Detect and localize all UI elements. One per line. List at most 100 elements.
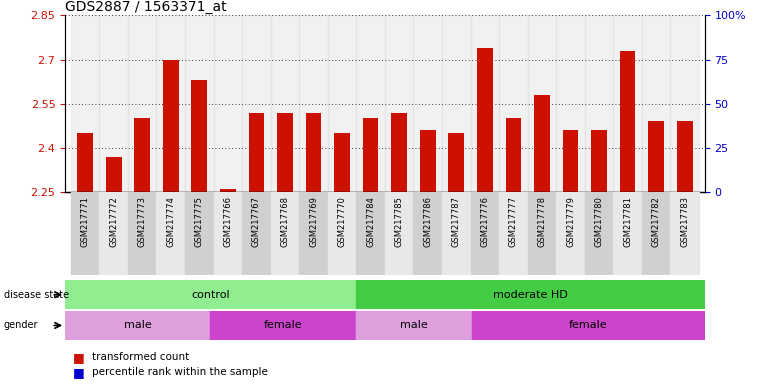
Bar <box>563 130 578 192</box>
Bar <box>506 118 521 192</box>
Text: GSM217772: GSM217772 <box>109 196 118 247</box>
Text: GSM217780: GSM217780 <box>594 196 604 247</box>
Text: ■: ■ <box>73 366 89 379</box>
Text: GSM217769: GSM217769 <box>309 196 318 247</box>
Bar <box>65 280 356 309</box>
Bar <box>620 51 636 192</box>
Bar <box>391 113 407 192</box>
Text: GSM217773: GSM217773 <box>138 196 147 247</box>
Bar <box>220 189 236 192</box>
Bar <box>472 311 705 340</box>
Bar <box>70 15 100 192</box>
Bar <box>70 192 100 275</box>
Text: GSM217767: GSM217767 <box>252 196 261 247</box>
Bar <box>528 15 556 192</box>
Bar <box>163 60 178 192</box>
Text: GSM217783: GSM217783 <box>680 196 689 247</box>
Text: GSM217782: GSM217782 <box>652 196 661 247</box>
Bar <box>584 15 614 192</box>
Bar <box>614 192 642 275</box>
Text: GSM217785: GSM217785 <box>394 196 404 247</box>
Text: GSM217774: GSM217774 <box>166 196 175 247</box>
Text: disease state: disease state <box>4 290 69 300</box>
Text: GSM217784: GSM217784 <box>366 196 375 247</box>
Text: GSM217777: GSM217777 <box>509 196 518 247</box>
Bar <box>300 192 328 275</box>
Bar <box>642 15 670 192</box>
Text: percentile rank within the sample: percentile rank within the sample <box>92 367 268 377</box>
Bar <box>334 133 350 192</box>
Bar <box>65 311 211 340</box>
Bar <box>156 15 185 192</box>
Bar <box>420 130 436 192</box>
Text: control: control <box>192 290 230 300</box>
Text: GSM217776: GSM217776 <box>480 196 489 247</box>
Bar <box>100 192 128 275</box>
Bar <box>591 130 607 192</box>
Bar <box>414 192 442 275</box>
Bar <box>134 118 150 192</box>
Bar <box>211 311 356 340</box>
Bar <box>677 121 692 192</box>
Bar <box>556 192 584 275</box>
Bar <box>214 192 242 275</box>
Bar <box>242 192 270 275</box>
Text: moderate HD: moderate HD <box>493 290 568 300</box>
Bar <box>448 133 464 192</box>
Bar <box>642 192 670 275</box>
Bar <box>185 15 214 192</box>
Bar <box>306 113 322 192</box>
Bar <box>270 192 300 275</box>
Bar <box>442 192 470 275</box>
Bar <box>77 133 93 192</box>
Text: female: female <box>264 320 303 331</box>
Text: female: female <box>569 320 607 331</box>
Text: GSM217766: GSM217766 <box>224 196 232 247</box>
Text: GSM217779: GSM217779 <box>566 196 575 247</box>
Bar <box>242 15 270 192</box>
Bar <box>477 48 493 192</box>
Bar <box>528 192 556 275</box>
Bar <box>470 15 499 192</box>
Bar <box>670 15 699 192</box>
Bar <box>385 15 414 192</box>
Bar <box>470 192 499 275</box>
Bar <box>128 192 156 275</box>
Bar <box>156 192 185 275</box>
Bar <box>185 192 214 275</box>
Text: ■: ■ <box>73 351 89 364</box>
Text: GSM217781: GSM217781 <box>623 196 632 247</box>
Bar <box>648 121 664 192</box>
Bar <box>584 192 614 275</box>
Bar <box>300 15 328 192</box>
Bar <box>356 311 472 340</box>
Bar <box>385 192 414 275</box>
Bar <box>328 15 356 192</box>
Text: GSM217778: GSM217778 <box>538 196 546 247</box>
Text: transformed count: transformed count <box>92 352 189 362</box>
Bar <box>100 15 128 192</box>
Bar <box>277 113 293 192</box>
Bar <box>670 192 699 275</box>
Bar <box>356 192 385 275</box>
Text: GSM217768: GSM217768 <box>280 196 290 247</box>
Bar <box>534 95 550 192</box>
Bar <box>363 118 378 192</box>
Bar <box>414 15 442 192</box>
Text: GSM217770: GSM217770 <box>338 196 346 247</box>
Bar <box>499 15 528 192</box>
Text: GSM217775: GSM217775 <box>195 196 204 247</box>
Text: GSM217771: GSM217771 <box>80 196 90 247</box>
Bar <box>214 15 242 192</box>
Bar <box>192 80 207 192</box>
Bar <box>249 113 264 192</box>
Text: GDS2887 / 1563371_at: GDS2887 / 1563371_at <box>65 0 227 14</box>
Text: gender: gender <box>4 320 38 331</box>
Text: male: male <box>400 320 428 331</box>
Text: GSM217786: GSM217786 <box>424 196 432 247</box>
Bar <box>106 157 122 192</box>
Bar <box>614 15 642 192</box>
Bar <box>328 192 356 275</box>
Bar <box>270 15 300 192</box>
Bar <box>128 15 156 192</box>
